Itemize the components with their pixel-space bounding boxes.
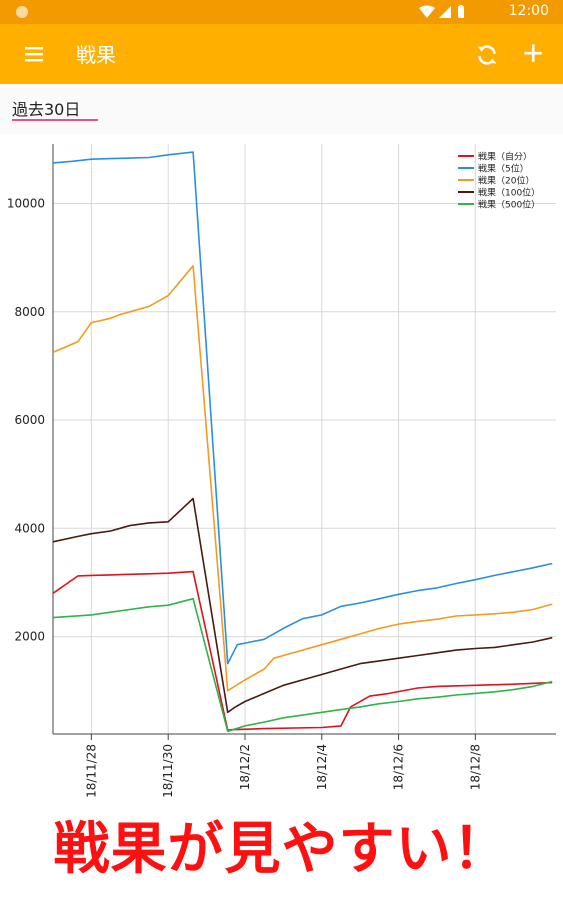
x-tick-label: 18/11/28 (84, 744, 98, 798)
legend-label: 戦果（5位） (478, 163, 529, 175)
page-title: 戦果 (76, 43, 116, 67)
period-bar: 過去30日 (0, 84, 563, 134)
y-tick-label: 10000 (7, 197, 45, 211)
notification-dot-icon (16, 6, 28, 18)
series-line-4 (52, 597, 553, 733)
y-tick-label: 4000 (14, 521, 45, 535)
wifi-icon (419, 5, 435, 18)
battery-icon (458, 5, 464, 18)
period-underline (12, 119, 98, 121)
signal-icon (439, 6, 451, 18)
chart-area: 2000 4000 6000 8000 10000 18/11/28 18/11/30 18/… (0, 134, 563, 800)
x-tick-label: 18/12/8 (468, 744, 482, 790)
line-chart: 2000 4000 6000 8000 10000 18/11/28 18/11/30 18/… (7, 144, 556, 798)
refresh-icon[interactable] (474, 42, 500, 68)
promo-caption: 戦果が見やすい！ (53, 817, 510, 882)
x-tick-label: 18/12/6 (392, 744, 406, 790)
app-bar: 戦果 (0, 24, 563, 84)
legend-label: 戦果（20位） (478, 175, 534, 187)
period-dropdown[interactable]: 過去30日 (12, 100, 81, 119)
add-icon[interactable] (520, 40, 546, 66)
series-line-3 (52, 497, 553, 714)
x-tick-label: 18/12/2 (238, 744, 252, 790)
status-icons (419, 5, 464, 18)
x-tick-label: 18/11/30 (161, 744, 175, 798)
menu-icon[interactable] (22, 42, 46, 66)
y-tick-label: 2000 (14, 630, 45, 644)
y-tick-label: 8000 (14, 305, 45, 319)
series-line-0 (52, 570, 553, 732)
x-tick-label: 18/12/4 (315, 744, 329, 790)
legend-label: 戦果（500位） (478, 199, 540, 211)
series-line-1 (52, 151, 553, 665)
legend-label: 戦果（自分） (478, 151, 532, 163)
status-time: 12:00 (508, 3, 549, 19)
y-tick-label: 6000 (14, 413, 45, 427)
legend-label: 戦果（100位） (478, 187, 540, 199)
status-bar: 12:00 (0, 0, 563, 24)
series-line-2 (52, 265, 553, 692)
